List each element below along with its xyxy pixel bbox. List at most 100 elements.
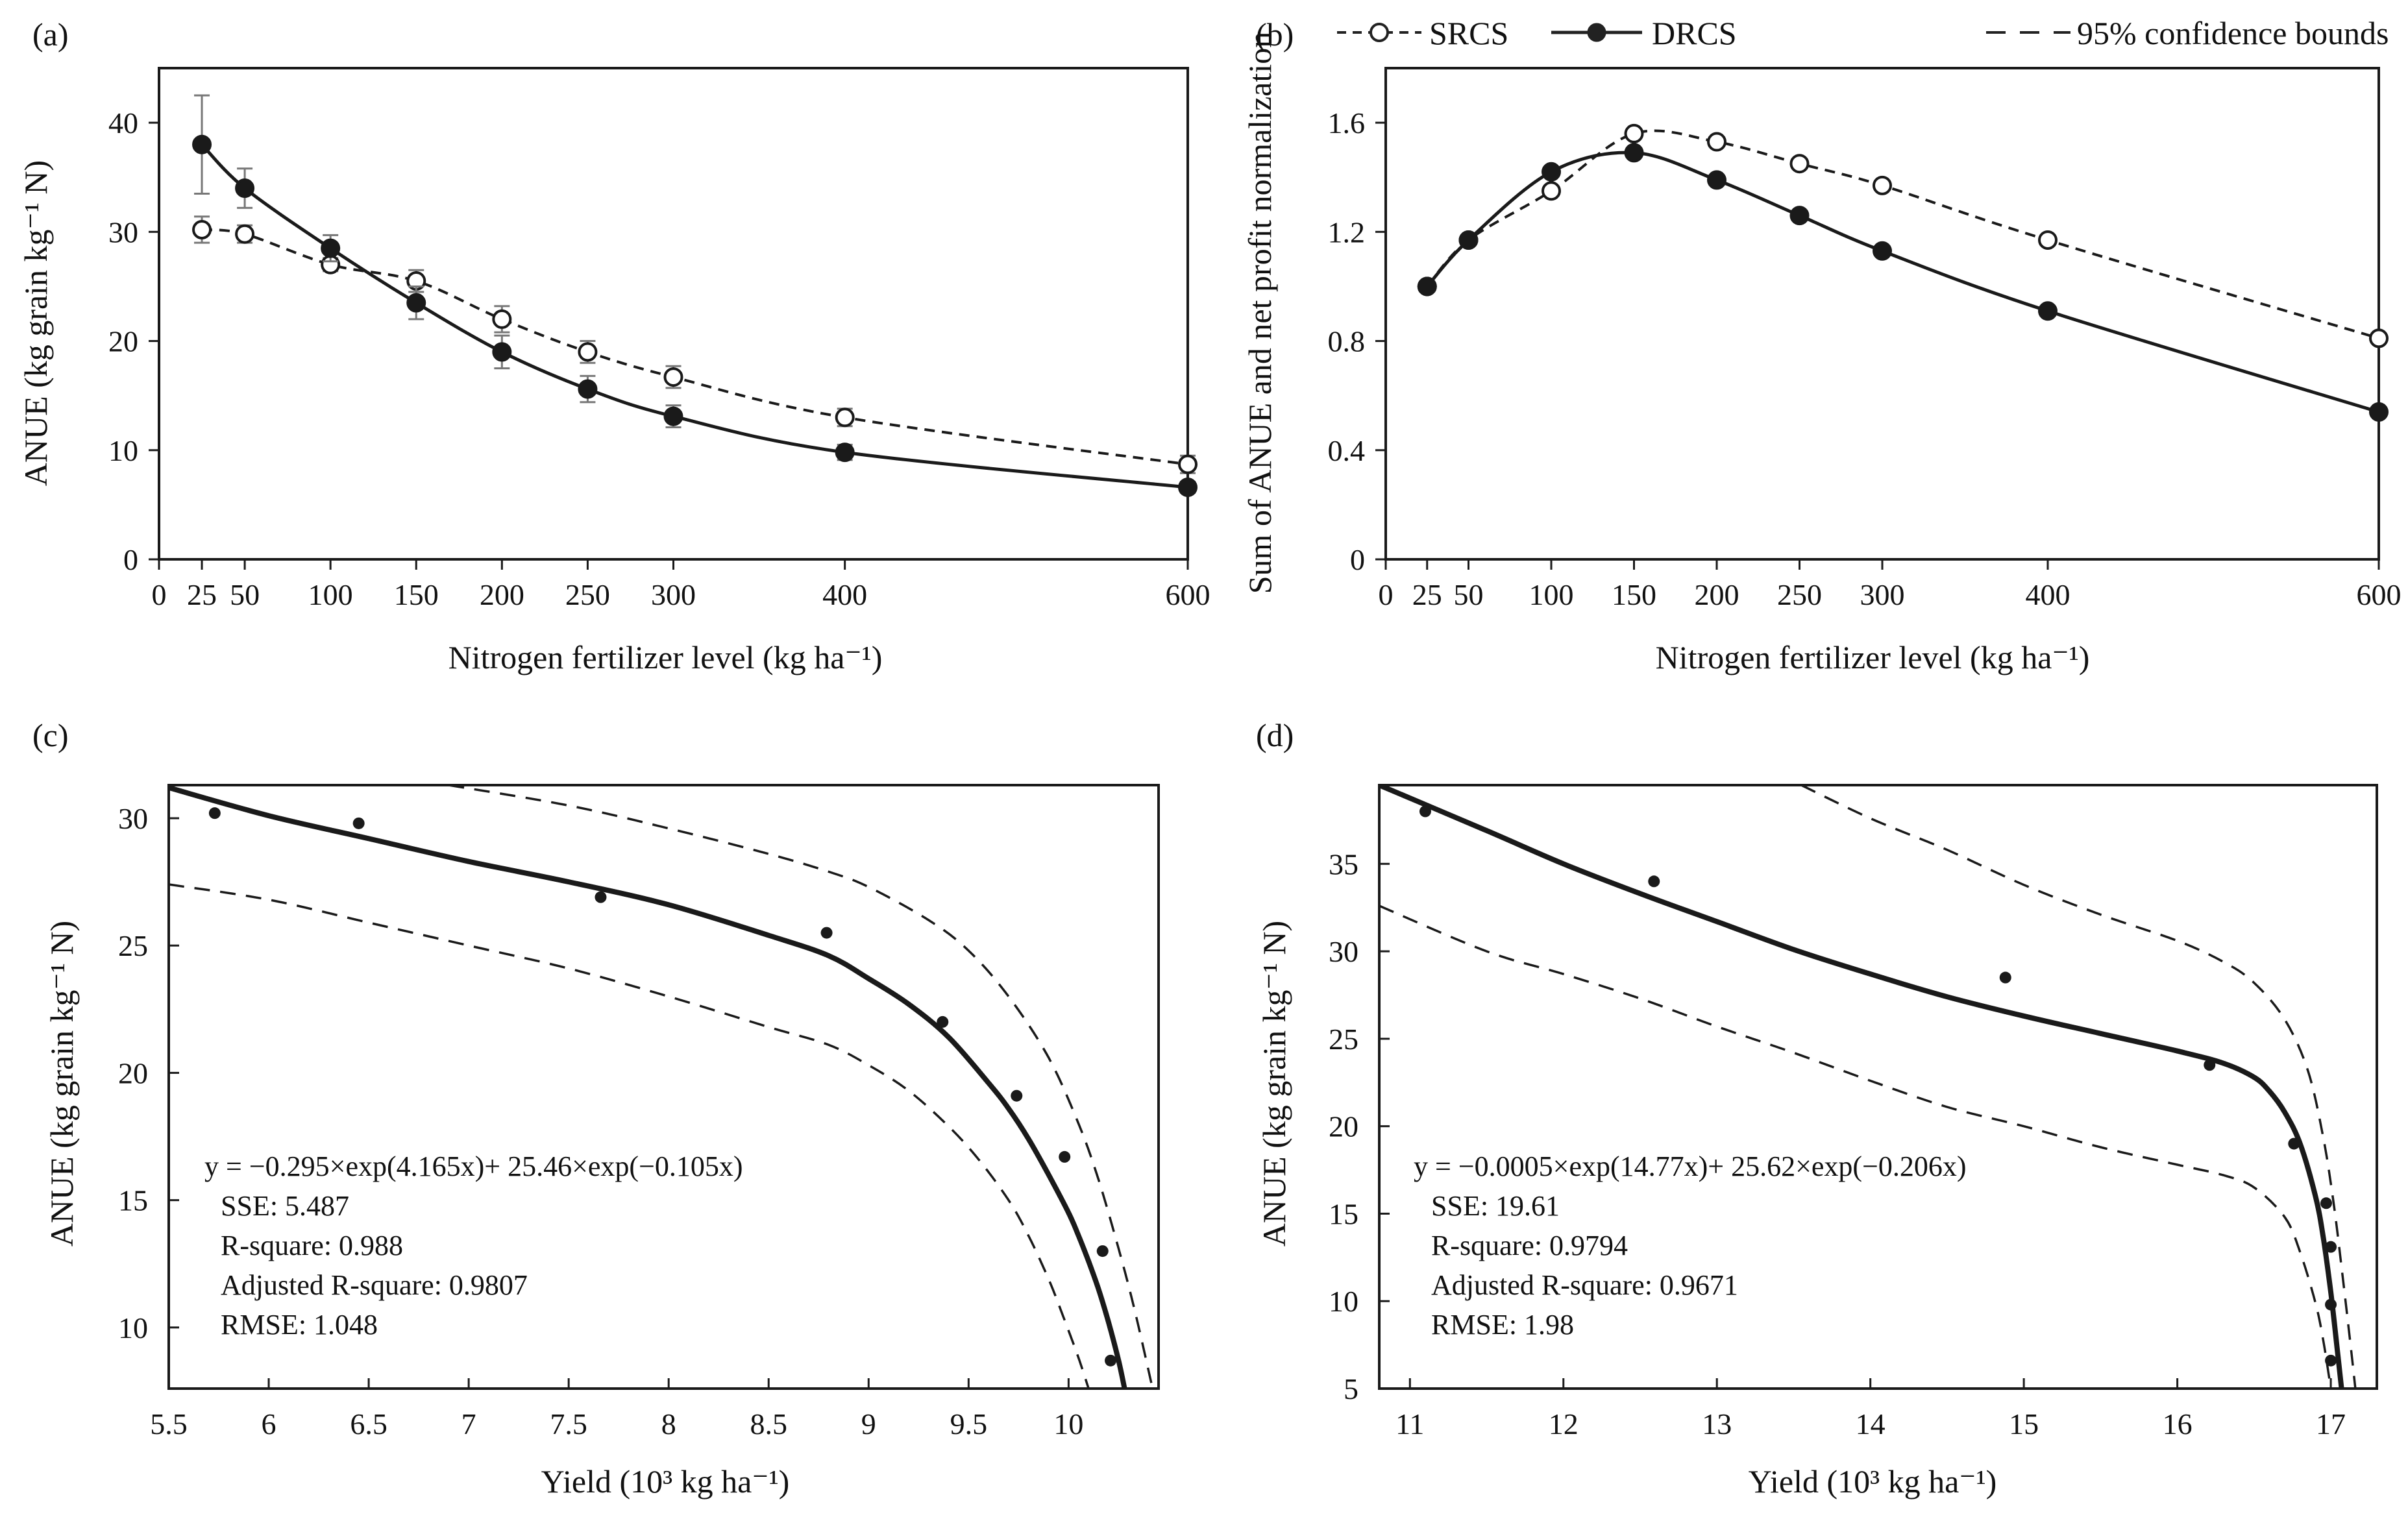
fit-sse-c: SSE: 5.487: [221, 1190, 349, 1222]
x-axis-title-a: Nitrogen fertilizer level (kg ha⁻¹): [448, 639, 883, 675]
panel-a: (a) Nitrogen fertilizer level (kg ha⁻¹) …: [18, 16, 1210, 675]
data-point-drcs-b: [1624, 143, 1644, 163]
y-tick-label-a: 30: [108, 215, 138, 249]
x-tick-label-d: 16: [2163, 1407, 2193, 1440]
fit-equation-d: y = −0.0005×exp(14.77x)+ 25.62×exp(−0.20…: [1414, 1150, 1967, 1182]
x-tick-label-a: 250: [565, 578, 610, 611]
data-point-drcs-b: [1542, 162, 1561, 182]
panel-c: (c) Yield (10³ kg ha⁻¹) ANUE (kg grain k…: [32, 717, 1160, 1500]
plot-area-a: 0 25 50 100 150 200 250 300 400 600 0 10 20 30 40: [108, 67, 1210, 611]
fit-rsquare-d: R-square: 0.9794: [1431, 1230, 1628, 1261]
fit-curves-c: [169, 785, 1154, 1389]
data-point-c: [820, 927, 833, 939]
x-tick-label-b: 250: [1777, 578, 1822, 611]
upper-confidence-bound-d: [1800, 785, 2357, 1389]
data-point-d: [1419, 805, 1431, 818]
x-tick-label-d: 15: [2009, 1407, 2039, 1440]
series-line-srcs-b: [1426, 129, 2379, 340]
y-tick-label-a: 20: [108, 325, 138, 358]
data-point-drcs-b: [1873, 241, 1892, 261]
y-tick-label-c: 25: [118, 929, 148, 962]
x-tick-label-c: 10: [1053, 1407, 1083, 1440]
x-axis-title-b: Nitrogen fertilizer level (kg ha⁻¹): [1656, 639, 2090, 675]
y-tick-label-b: 0.4: [1328, 434, 1366, 467]
x-tick-label-b: 300: [1860, 578, 1905, 611]
data-point-srcs-a: [1178, 454, 1198, 474]
y-tick-label-b: 1.6: [1328, 106, 1366, 140]
data-point-srcs-a: [235, 224, 255, 244]
y-axis-title-b-text: Sum of ANUE and net profit normalization: [1242, 32, 1278, 594]
fit-curve-d: [1379, 785, 2344, 1389]
x-tick-label-c: 7.5: [550, 1407, 587, 1440]
legend-srcs-marker: [1370, 23, 1389, 42]
fit-sse-d: SSE: 19.61: [1431, 1190, 1560, 1222]
data-point-drcs-b: [1707, 170, 1726, 190]
data-point-d: [2325, 1241, 2337, 1253]
y-tick-label-d: 5: [1344, 1372, 1358, 1405]
data-point-c: [595, 891, 607, 903]
upper-confidence-bound-c: [448, 785, 1154, 1389]
x-tick-label-a: 25: [187, 578, 217, 611]
data-point-srcs-b: [1707, 132, 1726, 152]
data-point-d: [2288, 1137, 2300, 1150]
data-point-drcs-b: [2369, 402, 2389, 422]
y-tick-label-c: 10: [118, 1311, 148, 1344]
data-point-c: [1011, 1089, 1023, 1102]
legend-drcs-label: DRCS: [1652, 15, 1737, 51]
data-point-d: [1999, 971, 2011, 984]
panel-label-b: (b): [1256, 16, 1294, 53]
x-tick-label-d: 14: [1856, 1407, 1886, 1440]
data-point-srcs-b: [2369, 328, 2389, 348]
y-tick-label-d: 35: [1329, 847, 1358, 881]
data-point-srcs-b: [1624, 123, 1644, 143]
y-tick-label-c: 20: [118, 1056, 148, 1089]
x-tick-label-c: 6: [262, 1407, 276, 1440]
data-point-srcs-a: [835, 407, 855, 428]
panel-label-d: (d): [1256, 717, 1294, 753]
y-tick-label-a: 0: [123, 543, 138, 576]
data-point-srcs-a: [578, 342, 598, 362]
data-point-c: [352, 817, 365, 829]
x-tick-label-c: 6.5: [350, 1407, 387, 1440]
data-point-drcs-a: [235, 178, 255, 199]
series-line-srcs-a: [201, 228, 1188, 466]
x-tick-label-a: 50: [230, 578, 260, 611]
x-tick-label-a: 100: [308, 578, 353, 611]
y-tick-label-b: 0.8: [1328, 325, 1366, 358]
data-point-srcs-a: [192, 219, 212, 239]
x-tick-label-d: 13: [1702, 1407, 1732, 1440]
x-tick-label-a: 600: [1166, 578, 1210, 611]
data-point-drcs-a: [406, 293, 426, 313]
fit-adj-rsquare-c: Adjusted R-square: 0.9807: [221, 1269, 528, 1301]
y-axis-title-d: ANUE (kg grain kg⁻¹ N): [1256, 921, 1292, 1246]
data-point-c: [1059, 1150, 1071, 1163]
lower-confidence-bound-c: [169, 883, 1090, 1389]
x-tick-label-b: 100: [1529, 578, 1574, 611]
fit-curve-c: [169, 785, 1127, 1389]
data-point-srcs-b: [1789, 154, 1810, 174]
panel-d: (d) Yield (10³ kg ha⁻¹) ANUE (kg grain k…: [1256, 717, 2378, 1500]
x-axis-title-c: Yield (10³ kg ha⁻¹): [541, 1463, 790, 1500]
data-point-drcs-a: [1178, 477, 1198, 497]
x-tick-label-c: 5.5: [150, 1407, 188, 1440]
x-tick-label-c: 9: [861, 1407, 876, 1440]
y-tick-label-d: 20: [1329, 1110, 1358, 1143]
series-line-drcs-a: [201, 143, 1188, 489]
panel-label-c: (c): [32, 717, 69, 753]
lower-confidence-bound-d: [1379, 905, 2332, 1389]
x-tick-label-a: 200: [480, 578, 524, 611]
y-axis-title-b: Sum of ANUE and net profit normalization: [1242, 32, 1278, 594]
y-tick-label-b: 1.2: [1328, 215, 1366, 249]
x-tick-label-b: 400: [2026, 578, 2070, 611]
y-axis-title-a: ANUE (kg grain kg⁻¹ N): [18, 160, 54, 486]
y-axis-title-c: ANUE (kg grain kg⁻¹ N): [43, 921, 80, 1246]
plot-area-b: 0 25 50 100 150 200 250 300 400 600 0 0.4 0.8 1.2 1.6: [1328, 67, 2402, 611]
fit-equation-c: y = −0.295×exp(4.165x)+ 25.46×exp(−0.105…: [204, 1150, 743, 1182]
fit-rsquare-c: R-square: 0.988: [221, 1230, 403, 1261]
x-tick-label-c: 9.5: [950, 1407, 988, 1440]
y-tick-label-d: 25: [1329, 1023, 1358, 1056]
fit-adj-rsquare-d: Adjusted R-square: 0.9671: [1431, 1269, 1738, 1301]
x-tick-label-b: 200: [1695, 578, 1739, 611]
data-point-drcs-b: [1458, 230, 1479, 250]
